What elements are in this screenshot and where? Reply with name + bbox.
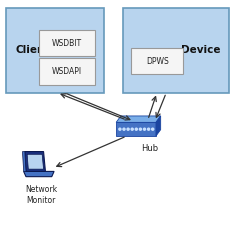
- Bar: [131, 48, 183, 74]
- Text: DPWS: DPWS: [146, 57, 169, 66]
- Circle shape: [152, 128, 154, 130]
- Bar: [123, 8, 228, 93]
- Circle shape: [139, 128, 141, 130]
- Polygon shape: [116, 116, 161, 122]
- Polygon shape: [24, 171, 54, 177]
- Text: Client: Client: [15, 46, 50, 55]
- Bar: [39, 58, 95, 85]
- Circle shape: [143, 128, 146, 130]
- Circle shape: [135, 128, 137, 130]
- Text: Hub: Hub: [141, 144, 159, 153]
- Circle shape: [123, 128, 125, 130]
- Circle shape: [127, 128, 129, 130]
- Text: Network
Monitor: Network Monitor: [25, 185, 57, 205]
- Circle shape: [131, 128, 133, 130]
- Text: WSDAPI: WSDAPI: [52, 67, 82, 76]
- Polygon shape: [156, 116, 161, 136]
- Bar: [6, 8, 105, 93]
- Polygon shape: [23, 152, 26, 171]
- Polygon shape: [116, 122, 156, 136]
- Polygon shape: [25, 152, 46, 171]
- Circle shape: [119, 128, 121, 130]
- Circle shape: [148, 128, 150, 130]
- Bar: [39, 30, 95, 56]
- Polygon shape: [27, 154, 44, 169]
- Text: Device: Device: [181, 46, 220, 55]
- Text: WSDBIT: WSDBIT: [52, 39, 82, 48]
